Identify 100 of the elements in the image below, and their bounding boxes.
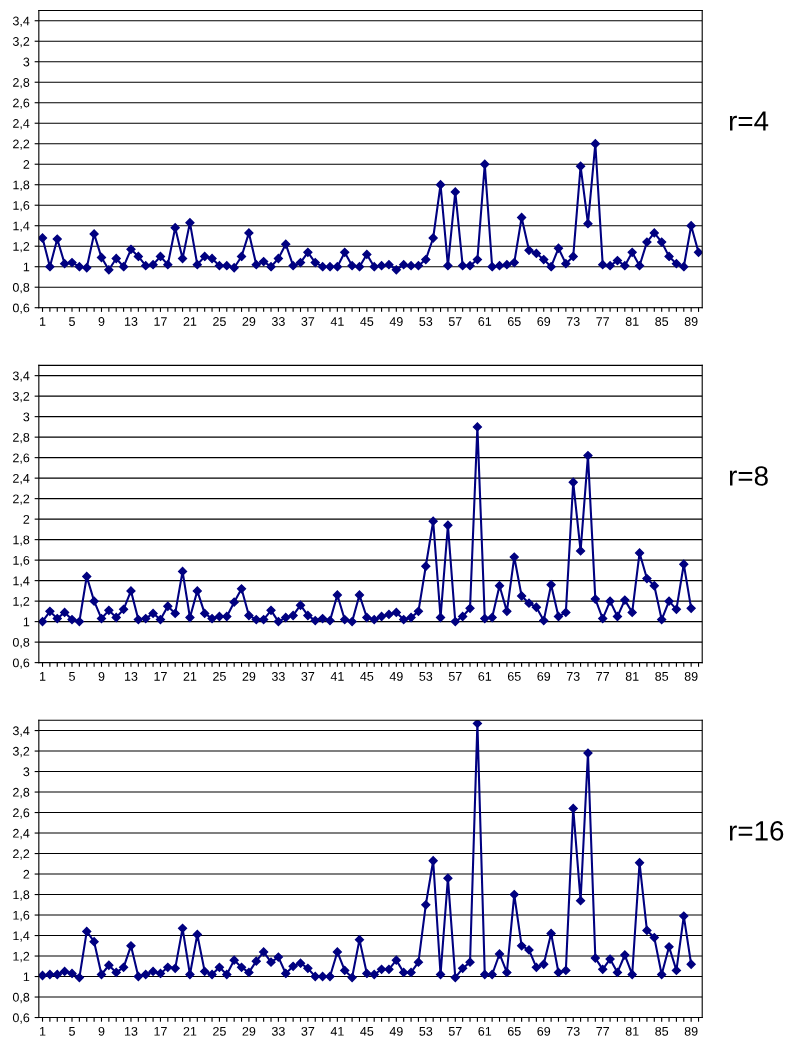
- x-tick-label: 37: [301, 317, 315, 326]
- y-tick-label: 1,8: [13, 535, 30, 546]
- y-tick-label: 2: [23, 869, 30, 879]
- y-tick-label: 2: [23, 514, 30, 524]
- y-tick-label: 1,6: [13, 201, 30, 212]
- x-tick-label: 65: [507, 317, 521, 326]
- y-tick-label: 3,2: [12, 746, 30, 758]
- x-tick-label: 57: [448, 672, 462, 681]
- x-tick-label: 85: [655, 317, 669, 326]
- x-tick-label: 73: [566, 1026, 580, 1036]
- x-tick-label: 9: [98, 317, 105, 326]
- x-tick-label: 61: [478, 317, 492, 326]
- x-tick-label: 65: [507, 671, 521, 681]
- x-tick-label: 77: [596, 672, 610, 681]
- y-tick-label: 1: [23, 262, 30, 272]
- x-tick-label: 5: [69, 672, 75, 681]
- x-tick-label: 77: [596, 317, 610, 326]
- x-tick-label: 53: [419, 317, 433, 326]
- x-tick-label: 53: [419, 1026, 433, 1036]
- x-tick-label: 1: [40, 317, 46, 326]
- y-tick-label: 2,2: [13, 494, 30, 505]
- x-tick-label: 85: [655, 671, 669, 681]
- x-tick-label: 41: [330, 672, 344, 681]
- x-tick-label: 37: [301, 671, 315, 681]
- y-tick-label: 3,4: [12, 16, 30, 27]
- x-tick-label: 13: [124, 671, 138, 681]
- x-tick-label: 17: [154, 1027, 167, 1036]
- x-tick-label: 49: [389, 671, 403, 681]
- x-tick-label: 37: [301, 1026, 315, 1036]
- y-tick-label: 1,8: [13, 180, 30, 191]
- x-tick-label: 45: [360, 672, 374, 681]
- x-tick-label: 17: [154, 317, 167, 326]
- x-tick-label: 49: [389, 1026, 403, 1036]
- y-tick-label: 3,4: [12, 371, 30, 382]
- x-tick-label: 21: [183, 317, 197, 326]
- y-tick-label: 2,6: [13, 453, 30, 464]
- x-tick-label: 29: [242, 317, 256, 326]
- x-tick-label: 73: [566, 317, 580, 326]
- y-tick-label: 1,6: [13, 555, 30, 567]
- text: r=16: [729, 821, 784, 841]
- x-tick-label: 77: [596, 1027, 610, 1036]
- x-tick-label: 69: [537, 1026, 551, 1036]
- x-tick-label: 89: [684, 317, 698, 326]
- y-tick-label: 1,4: [13, 221, 30, 232]
- x-tick-label: 81: [625, 671, 639, 681]
- y-tick-label: 1,4: [13, 931, 30, 942]
- y-tick-label: 0,6: [12, 658, 30, 669]
- y-tick-label: 2,8: [13, 787, 30, 799]
- y-tick-label: 0,8: [12, 992, 30, 1004]
- y-tick-label: 3,2: [12, 391, 30, 403]
- x-tick-label: 29: [242, 671, 256, 681]
- y-tick-label: 2,6: [13, 98, 30, 109]
- x-tick-label: 21: [183, 671, 197, 681]
- y-tick-label: 1,2: [13, 242, 30, 253]
- y-tick-label: 2,8: [13, 78, 30, 89]
- x-tick-label: 89: [684, 671, 698, 681]
- x-tick-label: 5: [69, 317, 75, 326]
- x-tick-label: 33: [271, 1026, 285, 1036]
- x-tick-label: 41: [330, 1027, 344, 1036]
- x-tick-label: 85: [655, 1026, 669, 1036]
- y-tick-label: 0,8: [12, 283, 30, 294]
- y-tick-label: 2,2: [13, 849, 30, 860]
- y-tick-label: 3: [23, 412, 30, 422]
- y-tick-label: 1,6: [13, 910, 30, 922]
- x-tick-label: 9: [98, 671, 105, 681]
- x-tick-label: 33: [271, 671, 285, 681]
- y-tick-label: 1,4: [13, 576, 30, 587]
- x-tick-label: 25: [213, 671, 226, 681]
- y-tick-label: 0,6: [12, 1013, 30, 1024]
- x-tick-label: 81: [625, 1026, 639, 1036]
- y-tick-label: 2,4: [13, 828, 30, 840]
- x-tick-label: 13: [124, 1026, 138, 1036]
- x-tick-label: 5: [69, 1027, 75, 1036]
- x-tick-label: 73: [566, 671, 580, 681]
- x-tick-label: 29: [242, 1026, 256, 1036]
- x-tick-label: 17: [154, 672, 167, 681]
- x-tick-label: 61: [478, 671, 492, 681]
- x-tick-label: 13: [124, 317, 138, 326]
- x-tick-label: 61: [478, 1026, 492, 1036]
- y-tick-label: 3: [23, 57, 30, 67]
- x-tick-label: 53: [419, 671, 433, 681]
- x-tick-label: 1: [40, 672, 46, 681]
- y-tick-label: 3,4: [12, 726, 30, 737]
- x-tick-label: 41: [330, 317, 344, 326]
- y-tick-label: 1,2: [13, 951, 30, 963]
- x-tick-label: 57: [448, 1027, 462, 1036]
- x-tick-label: 21: [183, 1026, 197, 1036]
- y-tick-label: 1: [23, 617, 30, 627]
- x-tick-label: 89: [684, 1026, 698, 1036]
- x-tick-label: 25: [213, 1026, 226, 1036]
- x-tick-label: 9: [98, 1026, 105, 1036]
- y-tick-label: 1: [23, 972, 30, 982]
- y-tick-label: 0,8: [12, 637, 30, 649]
- y-tick-label: 2,4: [13, 473, 30, 485]
- y-tick-label: 3: [23, 767, 30, 777]
- y-tick-label: 2: [23, 160, 30, 169]
- y-tick-label: 0,6: [12, 303, 30, 314]
- x-tick-label: 65: [507, 1026, 521, 1036]
- text: r=8: [729, 466, 768, 486]
- x-tick-label: 1: [40, 1027, 46, 1036]
